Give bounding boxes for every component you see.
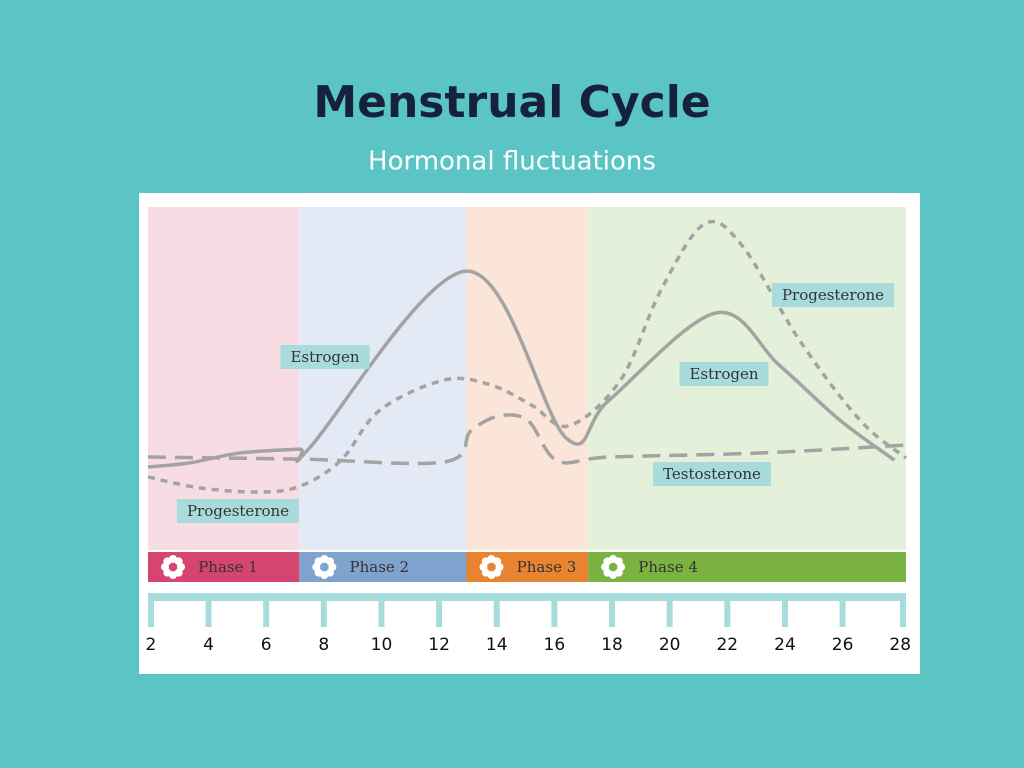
phase-icon-center <box>169 563 177 571</box>
series-label: Testosterone <box>653 462 771 486</box>
x-tick-label: 14 <box>486 635 508 655</box>
x-tick <box>609 593 616 627</box>
phase-icon-petal <box>493 557 502 566</box>
series-label-text: Testosterone <box>663 465 761 483</box>
series-label-text: Estrogen <box>689 365 758 383</box>
x-tick-label: 4 <box>203 635 214 655</box>
x-axis-end <box>900 593 906 627</box>
x-tick-label: 22 <box>716 635 738 655</box>
x-tick-label: 6 <box>261 635 272 655</box>
x-tick-label: 8 <box>318 635 329 655</box>
x-tick-label: 12 <box>428 635 450 655</box>
x-tick <box>263 593 270 627</box>
phase-background <box>148 207 300 550</box>
x-tick <box>839 593 846 627</box>
x-tick <box>551 593 558 627</box>
phase-icon-center <box>320 563 329 571</box>
series-line <box>147 413 907 466</box>
x-tick <box>493 593 500 627</box>
series-label-text: Estrogen <box>290 348 359 366</box>
series-label-box <box>280 345 370 369</box>
phase-background <box>299 207 467 550</box>
series-label: Estrogen <box>280 345 370 369</box>
x-tick <box>781 593 788 627</box>
x-tick-label: 28 <box>889 635 911 655</box>
phase-label: Phase 1 <box>198 558 258 576</box>
x-tick <box>666 593 673 627</box>
series-label-box <box>771 283 895 307</box>
x-tick <box>724 593 731 627</box>
series-label: Progesterone <box>176 499 300 523</box>
phase-icon-petal <box>174 557 183 566</box>
chart-subtitle: Hormonal fluctuations <box>368 147 656 177</box>
phase-icon-center <box>487 563 496 571</box>
phase-icon-petal <box>614 557 623 566</box>
series-label: Estrogen <box>679 362 769 386</box>
phase-background <box>466 207 589 550</box>
x-tick <box>436 593 443 627</box>
series-label-box <box>679 362 769 386</box>
phase-icon-center <box>609 563 618 571</box>
series-label-text: Progesterone <box>187 502 289 520</box>
series-label-box <box>653 462 771 486</box>
x-tick-label: 20 <box>659 635 681 655</box>
x-tick <box>320 593 327 627</box>
x-tick <box>205 593 212 627</box>
x-axis-bar <box>148 593 906 601</box>
chart-title: Menstrual Cycle <box>313 77 710 128</box>
x-tick-label: 18 <box>601 635 623 655</box>
phase-bar <box>588 552 906 582</box>
x-tick-label: 10 <box>371 635 393 655</box>
x-tick <box>378 593 385 627</box>
x-tick-label: 24 <box>774 635 796 655</box>
series-line <box>147 269 896 469</box>
phase-icon-petal <box>325 557 334 566</box>
phase-label: Phase 2 <box>350 558 410 576</box>
phase-label: Phase 4 <box>638 558 698 576</box>
series-label-text: Progesterone <box>782 286 884 304</box>
series-label: Progesterone <box>771 283 895 307</box>
series-label-box <box>176 499 300 523</box>
x-axis-end <box>148 593 154 627</box>
phase-label: Phase 3 <box>517 558 577 576</box>
x-tick-label: 26 <box>832 635 854 655</box>
x-tick-label: 2 <box>145 635 156 655</box>
x-tick-label: 16 <box>544 635 566 655</box>
